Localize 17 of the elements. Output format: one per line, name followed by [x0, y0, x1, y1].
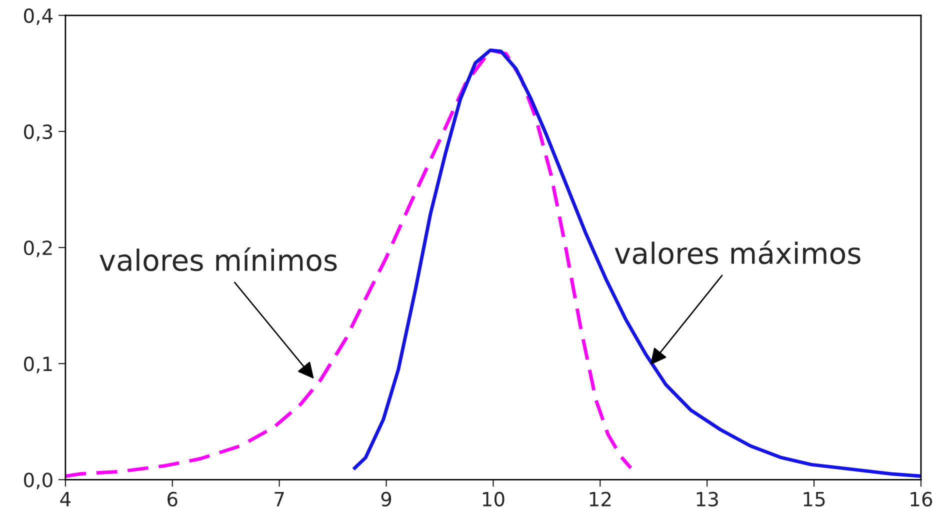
- x-tick-label: 12: [590, 492, 611, 506]
- y-tick-label: 0,0: [24, 472, 52, 490]
- x-tick-label: 10: [482, 492, 504, 507]
- x-tick-label: 4: [60, 492, 71, 506]
- y-tick-label: 0,4: [24, 8, 53, 26]
- x-tick-label: 6: [168, 492, 178, 507]
- line-series: [352, 48, 921, 478]
- x-tick-label: 13: [696, 492, 718, 507]
- x-tick-label: 7: [274, 492, 284, 506]
- y-tick-label: 0,3: [24, 124, 52, 142]
- y-tick-label: 0,2: [24, 240, 52, 258]
- x-tick-label: 15: [804, 492, 825, 507]
- annotation: valores mínimos: [100, 247, 337, 272]
- x-tick-label: 16: [910, 492, 932, 507]
- y-tick-label: 0,1: [24, 356, 52, 374]
- x-tick-label: 9: [381, 492, 392, 507]
- annotation: valores máximos: [614, 240, 860, 264]
